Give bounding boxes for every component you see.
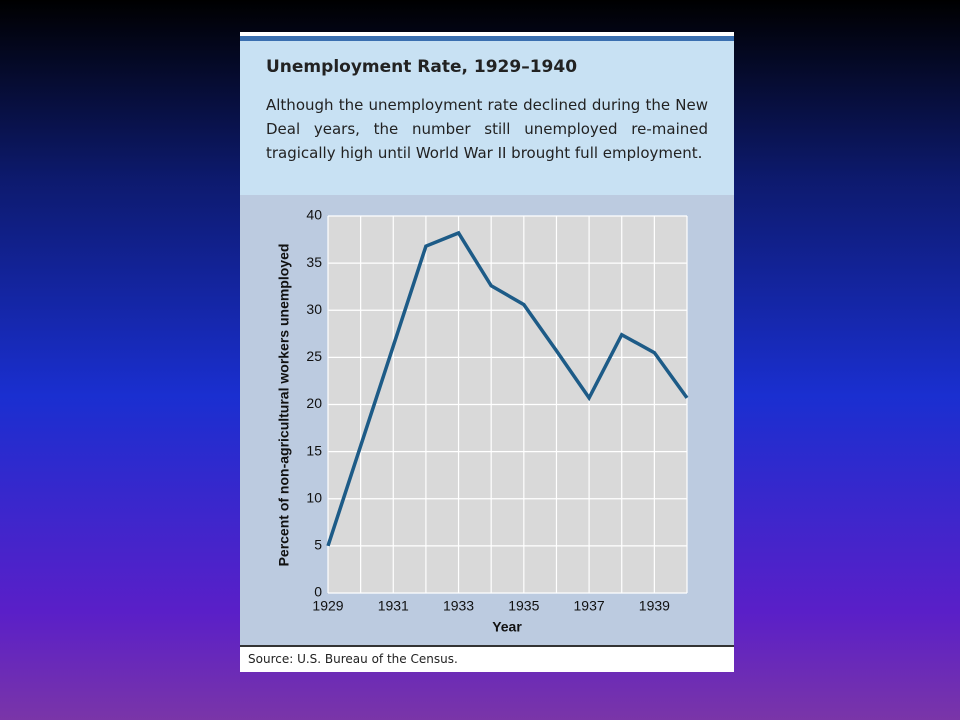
y-tick-label: 15 xyxy=(306,442,322,458)
x-tick-label: 1929 xyxy=(312,598,343,614)
header: Unemployment Rate, 1929–1940 Although th… xyxy=(240,41,734,195)
y-axis-label: Percent of non-agricultural workers unem… xyxy=(276,244,292,567)
y-tick-label: 30 xyxy=(306,301,322,317)
data-line xyxy=(326,230,689,547)
y-tick-label: 5 xyxy=(314,537,322,553)
y-tick-label: 35 xyxy=(306,254,322,270)
x-axis-label: Year xyxy=(492,619,522,635)
y-tick-label: 40 xyxy=(306,207,322,223)
y-tick-label: 25 xyxy=(306,348,322,364)
y-tick-label: 0 xyxy=(314,584,322,600)
x-tick-label: 1931 xyxy=(378,598,409,614)
chart-subtitle: Although the unemployment rate declined … xyxy=(266,96,708,162)
chart-title: Unemployment Rate, 1929–1940 xyxy=(266,57,578,77)
y-tick-label: 20 xyxy=(306,395,322,411)
x-tick-label: 1937 xyxy=(574,598,605,614)
top-bar xyxy=(240,36,734,41)
source-note: Source: U.S. Bureau of the Census. xyxy=(248,652,458,666)
x-tick-label: 1935 xyxy=(508,598,539,614)
x-tick-label: 1939 xyxy=(639,598,670,614)
x-tick-label: 1933 xyxy=(443,598,474,614)
y-tick-label: 10 xyxy=(306,489,322,505)
divider xyxy=(240,645,734,647)
